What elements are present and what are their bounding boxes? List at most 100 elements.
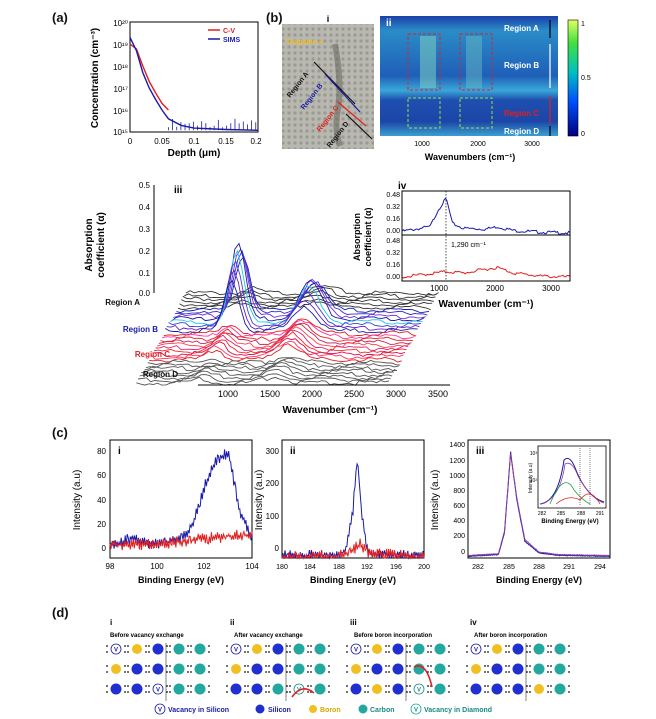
d-electron-dot [427,645,429,647]
optical-streak [332,43,343,147]
d-atom [152,643,164,655]
d-electron-dot [547,671,549,673]
d-atom [272,643,284,655]
d-step-3-title: Before boron incorporation [354,633,432,639]
d-atom [293,643,305,655]
d-electron-dot [484,651,486,653]
d-atom [492,644,502,654]
d-electron-dot [247,651,249,653]
d-electron-dot [406,651,408,653]
iv-series-line [401,266,571,279]
c-iii-xtick: 291 [563,564,575,571]
d-atom [392,683,404,695]
d-electron-dot [268,671,270,673]
map-box-b2 [459,33,493,91]
c-ii-xlabel: Binding Energy (eV) [310,575,396,585]
d-electron-dot [409,645,411,647]
a-ytick: 10¹⁸ [113,63,128,72]
iii-spectrum-line [142,362,396,375]
d-electron-dot [307,645,309,647]
iii-region-b: Region B [123,325,158,334]
d-electron-dot [145,665,147,667]
iv-ylabel-2: coefficient (α) [363,207,373,266]
iii-xticks: 1000 1500 2000 2500 3000 3500 [218,389,448,399]
c-series-line [109,449,253,549]
iii-ytick: 0.1 [139,269,151,278]
d-electron-dot [526,685,528,687]
c-ii-xtick: 200 [418,564,430,571]
d-electron-dot [346,645,348,647]
c-iii-xtick: 294 [594,564,606,571]
d-electron-dot [346,691,348,693]
d-electron-dot [448,685,450,687]
map-box-b1 [407,33,441,91]
a-series-c-v [129,43,169,111]
d-electron-dot [508,671,510,673]
d-electron-dot [385,685,387,687]
d-electron-dot [466,691,468,693]
optical-arrow-b [324,73,361,113]
d-electron-dot [286,645,288,647]
c-ii-ylabel: Intensity (a.u) [254,470,265,531]
panel-a-chart: 10²⁰ 10¹⁹ 10¹⁸ 10¹⁷ 10¹⁶ 10¹⁵ 0 0.05 0.1… [90,19,262,159]
d-electron-dot [484,691,486,693]
iii-spectrum-line [171,242,425,322]
d-electron-dot [187,665,189,667]
iii-spectrum-line [166,269,420,331]
c-series-line [109,529,253,551]
iv-series [401,197,571,279]
iii-xlabel: Wavenumber (cm⁻¹) [283,405,378,416]
iii-spectrum-line [145,357,399,369]
d-electron-dot [208,691,210,693]
inset-ytick: 10² [530,478,538,484]
panel-label-d: (d) [52,605,69,620]
d-electron-dot [448,665,450,667]
colorbar-tick: 0.5 [581,75,591,82]
c-iii-xlabel: Binding Energy (eV) [496,575,582,585]
d-electron-dot [466,645,468,647]
d-electron-dot [388,645,390,647]
c-iii-ytick: 0 [461,549,465,556]
c-iii-ytick: 200 [453,533,465,540]
d-atom [251,663,263,675]
d-electron-dot [385,645,387,647]
legend-vacancy-si-symbol: V [158,708,162,714]
legend-vacancy-c: Vacancy in Diamond [424,707,492,714]
d-electron-dot [526,691,528,693]
d-electron-dot [166,685,168,687]
d-atom [314,643,326,655]
c-i-xtick: 102 [197,562,211,571]
d-electron-dot [406,671,408,673]
panel-iv-chart: iv Absorption coefficient (α) 0.48 0.32 … [352,181,571,310]
d-electron-dot [310,665,312,667]
d-atom [351,664,361,674]
d-electron-dot [487,651,489,653]
c-iii-ytick: 1200 [449,458,465,465]
iv-ytick: 0.32 [386,250,400,257]
c-ii-frame [281,439,425,559]
d-electron-dot [268,645,270,647]
iii-spectrum-line [180,294,434,305]
d-electron-dot [310,685,312,687]
iii-spectrum-line [136,376,390,386]
d-electron-dot [307,671,309,673]
d-atom [371,663,383,675]
d-vacancy-atom [110,643,122,655]
a-ytick: 10¹⁶ [113,107,128,116]
d-electron-dot [364,691,366,693]
d-electron-dot [127,685,129,687]
panel-label-c: (c) [52,425,68,440]
d-electron-dot [244,651,246,653]
d-vacancy-atom [413,683,425,695]
iii-spectrum-line [157,326,410,349]
iii-ytick: 0.3 [139,225,151,234]
d-electron-dot [286,665,288,667]
d-electron-dot [289,651,291,653]
d-electron-dot [448,671,450,673]
d-electron-dot [265,685,267,687]
d-atom [131,683,143,695]
d-electron-dot [286,671,288,673]
d-electron-dot [487,691,489,693]
a-xlabel: Depth (μm) [168,148,221,159]
